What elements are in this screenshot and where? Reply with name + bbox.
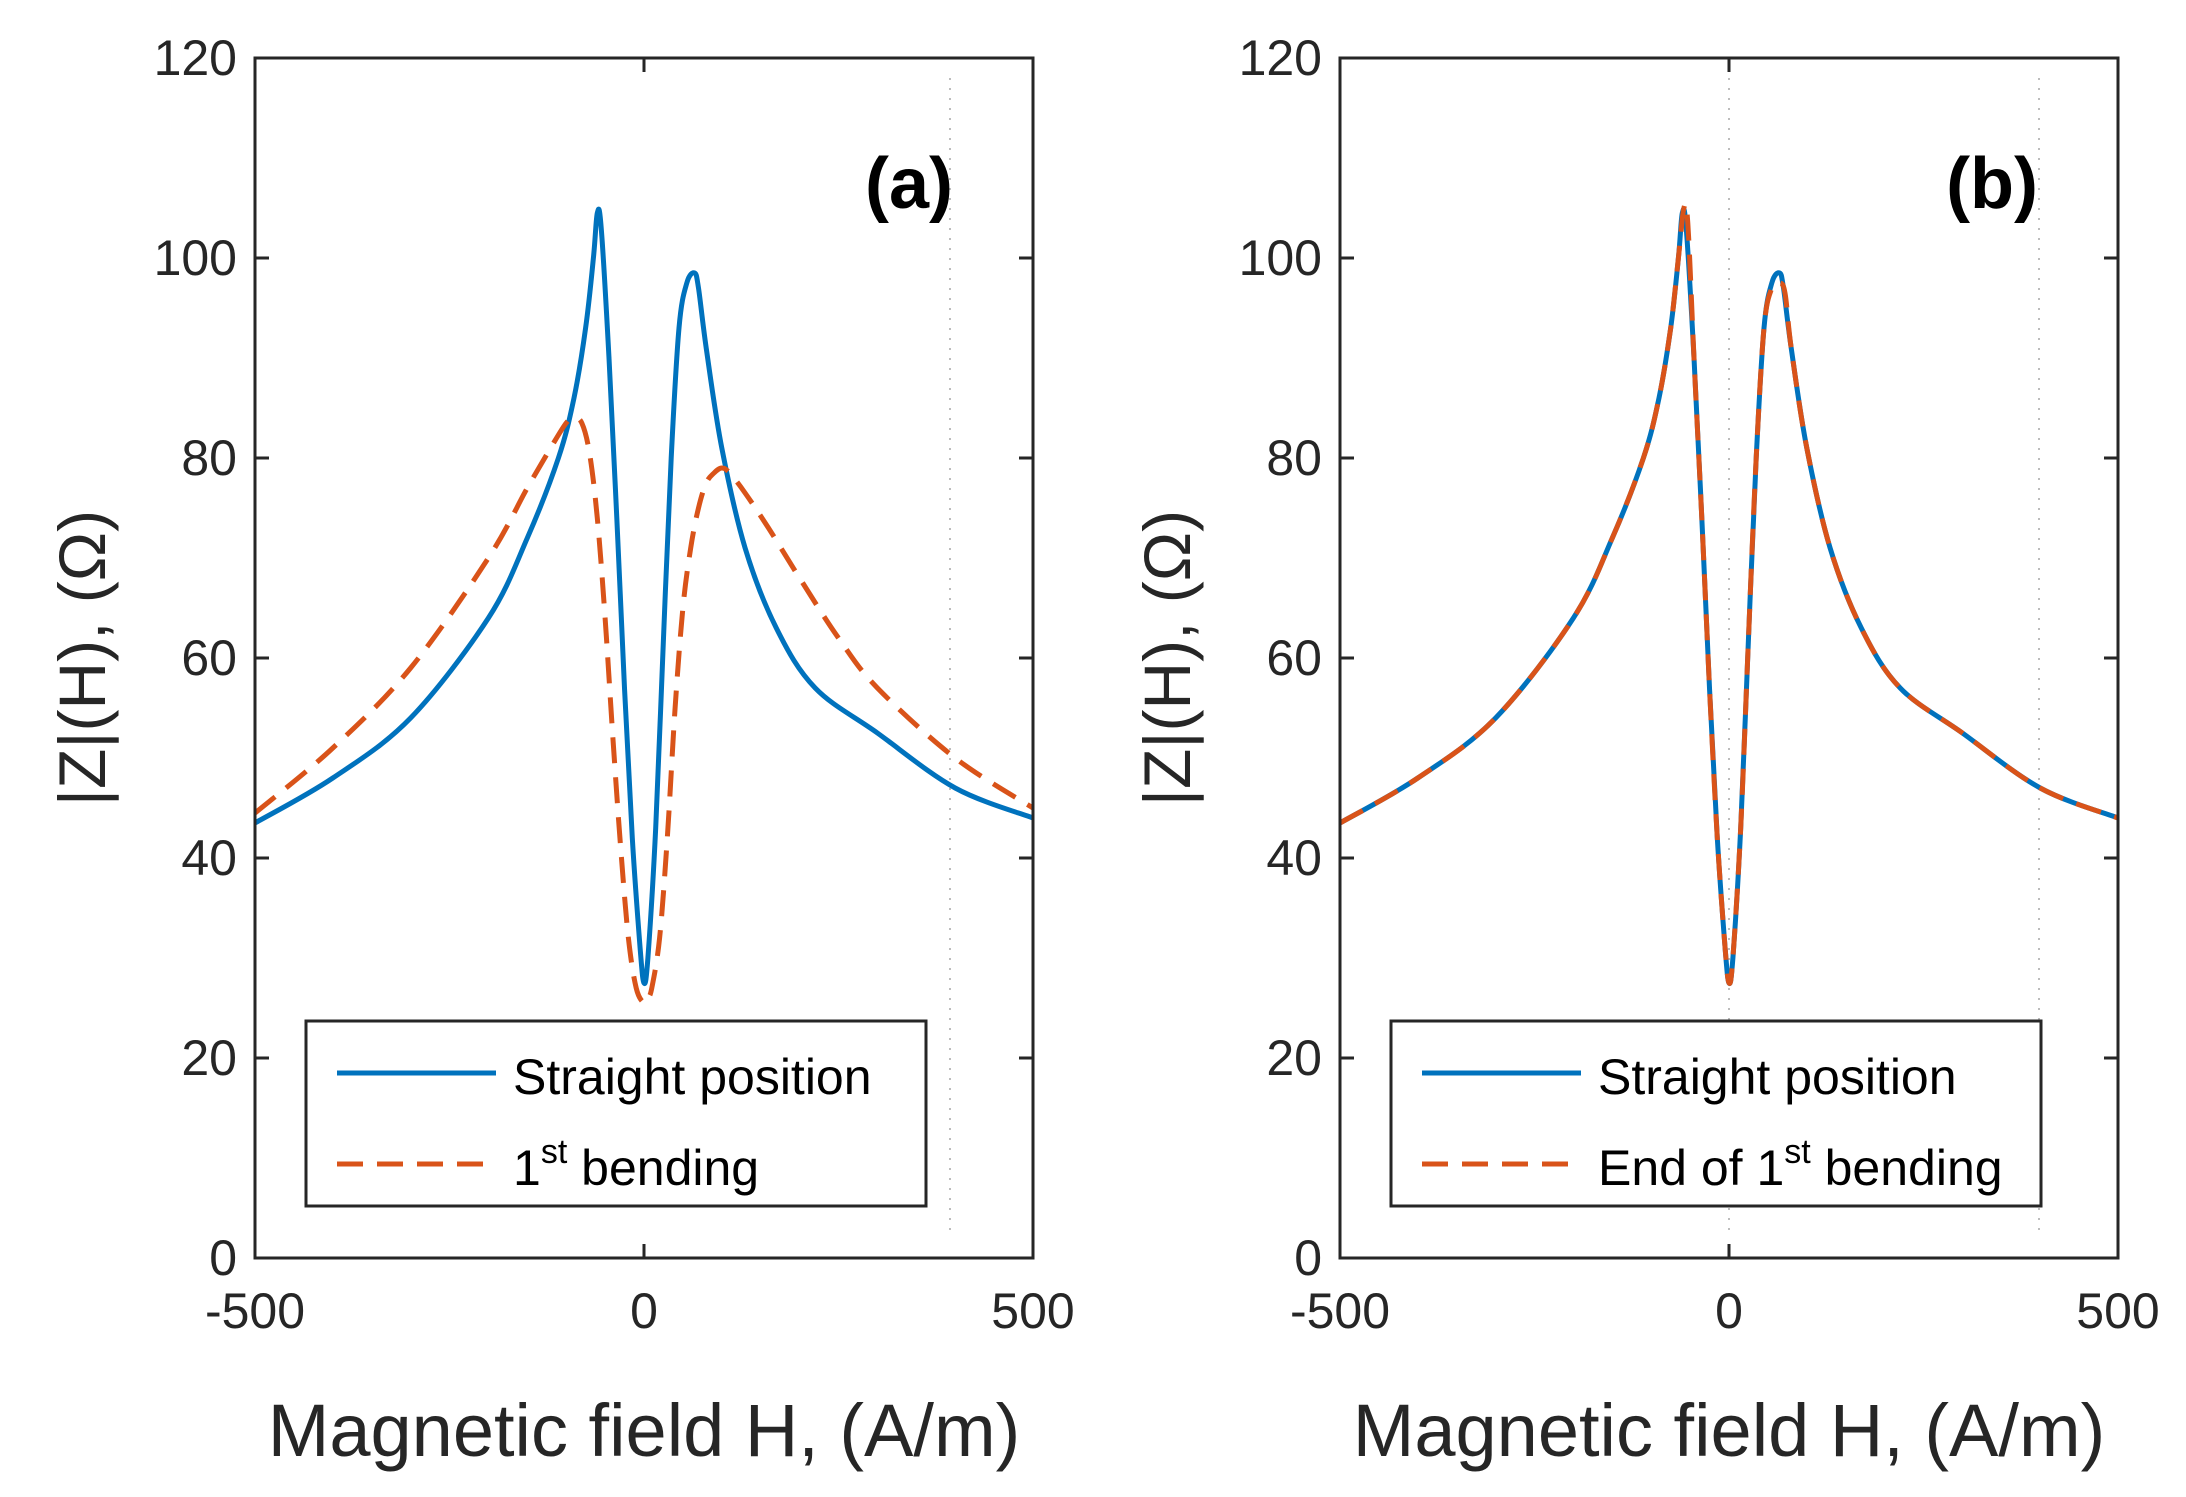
chart-b-axes-box: [1338, 56, 2120, 1260]
chart-a-y-axis-label: |Z|(H), (Ω): [45, 510, 119, 806]
chart-b-series-bending: [1338, 201, 2119, 986]
chart-a-legend-label-bending: 1st bending: [513, 1133, 759, 1196]
chart-a-legend: Straight position 1st bending: [304, 1019, 928, 1208]
chart-b-panel-label: (b): [1946, 144, 2038, 224]
chart-b-x-tick-label: -500: [1290, 1283, 1390, 1339]
chart-b-y-tick-label: 20: [1266, 1030, 1322, 1086]
chart-b-series: [1338, 201, 2119, 986]
chart-a-x-tick-label: 500: [991, 1283, 1074, 1339]
chart-a-series-straight: [253, 206, 1034, 986]
chart-a-y-tick-label: 120: [154, 30, 237, 86]
chart-b-legend-label-straight: Straight position: [1598, 1049, 1957, 1105]
chart-a-x-tick-label: 0: [630, 1283, 658, 1339]
chart-b-x-axis-label: Magnetic field H, (A/m): [1353, 1389, 2106, 1472]
chart-a-panel-label: (a): [865, 144, 953, 224]
chart-a-y-tick-label: 40: [181, 830, 237, 886]
chart-b-y-tick-label: 60: [1266, 630, 1322, 686]
chart-b-x-tick-label: 500: [2076, 1283, 2159, 1339]
chart-b-y-tick-label: 40: [1266, 830, 1322, 886]
chart-a-series: [253, 206, 1035, 1006]
chart-b-y-tick-label: 80: [1266, 430, 1322, 486]
chart-b-legend-label-bending: End of 1st bending: [1598, 1133, 2003, 1196]
chart-a-y-tick-label: 100: [154, 230, 237, 286]
chart-a-y-tick-label: 0: [209, 1230, 237, 1286]
chart-a-series-bending: [253, 415, 1035, 1006]
chart-a-x-tick-label: -500: [205, 1283, 305, 1339]
chart-a-y-tick-label: 20: [181, 1030, 237, 1086]
chart-b-x-tick-label: 0: [1715, 1283, 1743, 1339]
chart-a-legend-box: [304, 1019, 928, 1208]
chart-b-y-tick-label: 100: [1239, 230, 1322, 286]
chart-b-y-tick-label: 0: [1294, 1230, 1322, 1286]
chart-b-dotted-lines: [1728, 78, 2040, 1238]
chart-b-y-axis-label: |Z|(H), (Ω): [1130, 510, 1204, 806]
chart-b-legend-box: [1389, 1019, 2043, 1208]
chart-b-y-tick-label: 120: [1239, 30, 1322, 86]
chart-a-x-axis-label: Magnetic field H, (A/m): [268, 1389, 1021, 1472]
chart-a-legend-label-straight: Straight position: [513, 1049, 872, 1105]
chart-a-y-tick-label: 80: [181, 430, 237, 486]
chart-a-y-tick-label: 60: [181, 630, 237, 686]
chart-b-legend: Straight position End of 1st bending: [1389, 1019, 2043, 1208]
chart-a-axes-box: [253, 56, 1035, 1260]
